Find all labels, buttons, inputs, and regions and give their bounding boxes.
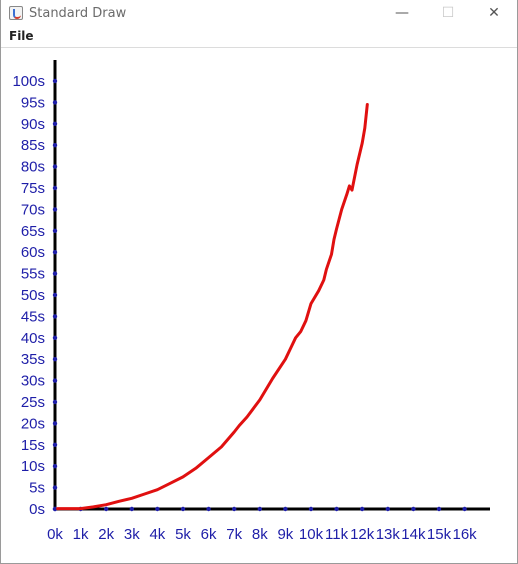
x-tick-dot (232, 506, 237, 512)
x-tick-label: 7k (226, 526, 242, 543)
y-tick-label: 65s (21, 223, 45, 240)
maximize-button[interactable]: ☐ (441, 5, 455, 21)
y-tick-label: 100s (12, 73, 45, 90)
line-chart: 0s 5s 10s 15s 20s 25s 30s 35s 40s 45s 50s 55s 60s 65s… (12, 60, 490, 543)
x-tick-dot (411, 506, 416, 512)
series-line (56, 103, 369, 511)
y-tick-label: 70s (21, 201, 45, 218)
y-tick-dot (52, 250, 58, 255)
y-axis-ticks: 0s 5s 10s 15s 20s 25s 30s 35s 40s 45s 50s 55s 60s 65s… (12, 73, 58, 518)
axes (53, 60, 490, 511)
x-tick-dot (334, 506, 339, 512)
y-tick-dot (52, 399, 58, 405)
x-tick-label: 11k (325, 526, 349, 543)
x-tick-dot (52, 506, 58, 512)
y-tick-dot (52, 78, 58, 84)
x-tick-dot (436, 506, 442, 512)
y-tick-label: 20s (21, 415, 45, 432)
x-tick-label: 13k (376, 526, 401, 543)
x-tick-dot (129, 506, 134, 512)
y-tick-label: 75s (21, 180, 45, 197)
x-tick-label: 4k (149, 526, 165, 543)
x-tick-dot (385, 506, 390, 512)
y-tick-label: 5s (29, 480, 45, 497)
x-tick-label: 0k (47, 526, 63, 543)
y-tick-dot (52, 442, 58, 447)
x-tick-dot (104, 506, 109, 512)
y-tick-label: 30s (21, 373, 45, 390)
y-tick-dot (52, 228, 58, 233)
x-tick-dot (180, 506, 186, 512)
y-tick-label: 50s (21, 287, 45, 304)
y-tick-label: 40s (21, 330, 45, 347)
x-tick-dot (283, 506, 288, 512)
x-tick-label: 15k (427, 526, 452, 543)
y-tick-label: 10s (21, 458, 45, 475)
y-tick-dot (52, 271, 58, 276)
y-tick-label: 45s (21, 308, 45, 325)
x-tick-dot (206, 506, 211, 512)
y-tick-label: 15s (21, 437, 45, 454)
menu-bar: File (1, 26, 517, 48)
y-tick-dot (52, 378, 58, 383)
y-tick-dot (52, 357, 58, 362)
series (56, 103, 369, 511)
y-tick-label: 0s (29, 501, 45, 518)
y-tick-label: 25s (21, 394, 45, 411)
x-tick-label: 5k (175, 526, 191, 543)
x-axis-ticks: 0k 1k 2k 3k 4k 5k 6k 7k 8k 9k 10k 11k 12k 13k 14k 15k 16… (47, 506, 478, 543)
x-tick-label: 16k (453, 526, 478, 543)
title-bar[interactable]: Standard Draw — ☐ ✕ (1, 0, 517, 26)
y-tick-dot (52, 335, 58, 340)
y-tick-label: 35s (21, 351, 45, 368)
y-tick-label: 90s (21, 116, 45, 133)
y-tick-dot (52, 121, 58, 127)
x-tick-dot (308, 506, 314, 512)
y-tick-label: 95s (21, 94, 45, 111)
y-tick-dot (52, 143, 58, 148)
y-tick-label: 85s (21, 137, 45, 154)
y-tick-dot (52, 100, 58, 105)
y-tick-label: 55s (21, 266, 45, 283)
x-tick-dot (155, 506, 160, 512)
x-tick-label: 3k (124, 526, 140, 543)
x-tick-label: 10k (299, 526, 324, 543)
y-tick-dot (52, 485, 58, 490)
x-tick-label: 2k (98, 526, 114, 543)
x-tick-label: 14k (401, 526, 426, 543)
y-tick-dot (52, 207, 58, 212)
window-title: Standard Draw (29, 5, 127, 21)
java-cup-icon (9, 6, 23, 20)
x-tick-dot (360, 506, 365, 512)
menu-file[interactable]: File (9, 29, 34, 43)
x-tick-dot (462, 506, 467, 512)
x-tick-label: 1k (73, 526, 89, 543)
y-tick-dot (52, 464, 58, 469)
y-tick-dot (52, 292, 58, 298)
x-tick-label: 12k (350, 526, 375, 543)
y-tick-label: 60s (21, 244, 45, 261)
y-tick-dot (52, 314, 58, 319)
close-button[interactable]: ✕ (488, 5, 500, 21)
x-tick-label: 6k (201, 526, 217, 543)
x-tick-label: 8k (252, 526, 268, 543)
y-tick-dot (52, 421, 58, 426)
minimize-button[interactable]: — (395, 5, 409, 21)
y-tick-label: 80s (21, 159, 45, 176)
y-tick-dot (52, 185, 58, 191)
x-tick-dot (257, 506, 262, 512)
x-tick-label: 9k (277, 526, 293, 543)
y-tick-dot (52, 164, 58, 169)
